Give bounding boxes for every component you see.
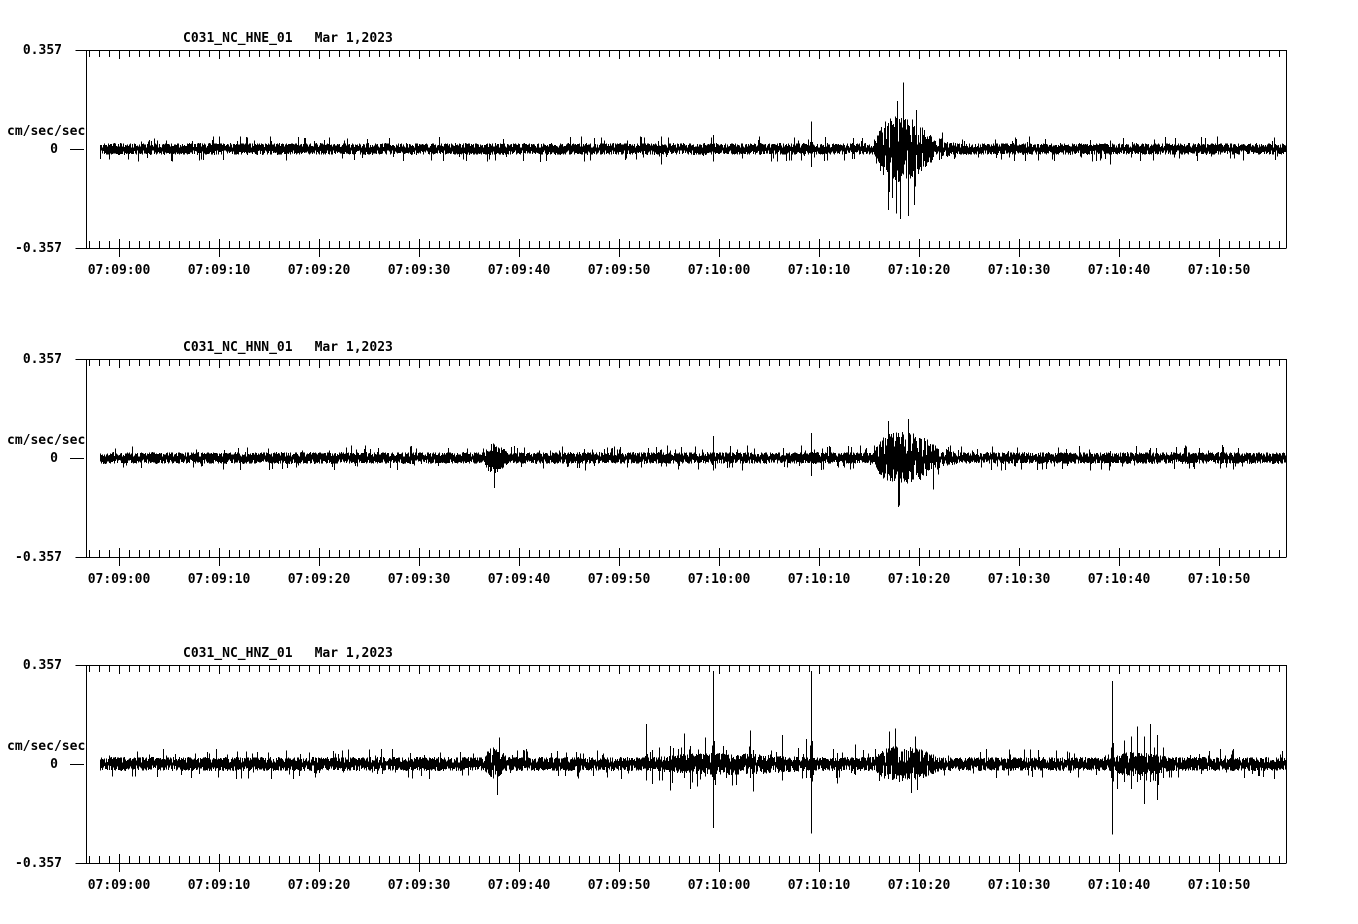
y-tick-zero-label: 0 bbox=[50, 451, 58, 466]
x-tick-label: 07:10:20 bbox=[887, 878, 951, 893]
x-tick-label: 07:09:00 bbox=[87, 263, 151, 278]
x-axis-tick-labels: 07:09:00 07:09:10 07:09:20 07:09:30 07:09:40… bbox=[0, 263, 1358, 279]
x-axis-tick-labels: 07:09:00 07:09:10 07:09:20 07:09:30 07:09:40… bbox=[0, 572, 1358, 588]
x-tick-label: 07:09:50 bbox=[587, 572, 651, 587]
x-tick-label: 07:10:00 bbox=[687, 263, 751, 278]
waveform-plot-hne bbox=[70, 50, 1287, 257]
x-tick-label: 07:09:30 bbox=[387, 878, 451, 893]
station-channel-label: C031_NC_HNE_01 bbox=[183, 31, 293, 46]
seismogram-panel-hnn: C031_NC_HNN_01 Mar 1,2023 0.357 cm/sec/s… bbox=[0, 309, 1358, 601]
x-tick-label: 07:09:10 bbox=[187, 878, 251, 893]
x-tick-label: 07:10:40 bbox=[1087, 878, 1151, 893]
x-tick-label: 07:09:40 bbox=[487, 572, 551, 587]
x-tick-label: 07:10:40 bbox=[1087, 572, 1151, 587]
x-tick-label: 07:10:10 bbox=[787, 878, 851, 893]
x-tick-label: 07:09:40 bbox=[487, 263, 551, 278]
x-tick-label: 07:10:00 bbox=[687, 878, 751, 893]
station-channel-label: C031_NC_HNZ_01 bbox=[183, 646, 293, 661]
station-channel-label: C031_NC_HNN_01 bbox=[183, 340, 293, 355]
x-tick-label: 07:10:00 bbox=[687, 572, 751, 587]
x-tick-label: 07:10:40 bbox=[1087, 263, 1151, 278]
x-tick-label: 07:10:20 bbox=[887, 572, 951, 587]
x-tick-label: 07:10:30 bbox=[987, 572, 1051, 587]
x-axis-tick-labels: 07:09:00 07:09:10 07:09:20 07:09:30 07:09:40… bbox=[0, 878, 1358, 894]
y-tick-max-label: 0.357 bbox=[22, 43, 62, 58]
x-tick-label: 07:10:50 bbox=[1187, 263, 1251, 278]
y-axis-units-label: cm/sec/sec bbox=[7, 433, 86, 448]
panel-title-row: C031_NC_HNN_01 Mar 1,2023 bbox=[183, 340, 393, 355]
y-axis-units-label: cm/sec/sec bbox=[7, 739, 86, 754]
y-tick-min-label: -0.357 bbox=[15, 241, 62, 256]
y-tick-min-label: -0.357 bbox=[15, 856, 62, 871]
x-tick-label: 07:10:30 bbox=[987, 263, 1051, 278]
y-tick-max-label: 0.357 bbox=[22, 352, 62, 367]
seismogram-panel-hne: C031_NC_HNE_01 Mar 1,2023 0.357 cm/sec/s… bbox=[0, 0, 1358, 292]
x-tick-label: 07:09:10 bbox=[187, 263, 251, 278]
x-tick-label: 07:09:30 bbox=[387, 572, 451, 587]
x-tick-label: 07:09:20 bbox=[287, 263, 351, 278]
x-tick-label: 07:09:20 bbox=[287, 572, 351, 587]
x-tick-label: 07:09:20 bbox=[287, 878, 351, 893]
seismogram-panel-hnz: C031_NC_HNZ_01 Mar 1,2023 0.357 cm/sec/s… bbox=[0, 615, 1358, 907]
x-tick-label: 07:09:50 bbox=[587, 878, 651, 893]
x-tick-label: 07:09:00 bbox=[87, 572, 151, 587]
x-tick-label: 07:09:10 bbox=[187, 572, 251, 587]
x-tick-label: 07:09:00 bbox=[87, 878, 151, 893]
waveform-plot-hnn bbox=[70, 359, 1287, 566]
date-label: Mar 1,2023 bbox=[314, 340, 393, 355]
x-tick-label: 07:10:20 bbox=[887, 263, 951, 278]
x-tick-label: 07:10:30 bbox=[987, 878, 1051, 893]
x-tick-label: 07:10:10 bbox=[787, 572, 851, 587]
date-label: Mar 1,2023 bbox=[314, 31, 393, 46]
y-tick-max-label: 0.357 bbox=[22, 658, 62, 673]
y-axis-units-label: cm/sec/sec bbox=[7, 124, 86, 139]
x-tick-label: 07:10:50 bbox=[1187, 878, 1251, 893]
y-tick-zero-label: 0 bbox=[50, 757, 58, 772]
panel-title-row: C031_NC_HNE_01 Mar 1,2023 bbox=[183, 31, 393, 46]
x-tick-label: 07:09:50 bbox=[587, 263, 651, 278]
x-tick-label: 07:09:40 bbox=[487, 878, 551, 893]
y-tick-zero-label: 0 bbox=[50, 142, 58, 157]
panel-title-row: C031_NC_HNZ_01 Mar 1,2023 bbox=[183, 646, 393, 661]
waveform-plot-hnz bbox=[70, 665, 1287, 872]
y-tick-min-label: -0.357 bbox=[15, 550, 62, 565]
date-label: Mar 1,2023 bbox=[314, 646, 393, 661]
x-tick-label: 07:10:10 bbox=[787, 263, 851, 278]
x-tick-label: 07:09:30 bbox=[387, 263, 451, 278]
x-tick-label: 07:10:50 bbox=[1187, 572, 1251, 587]
